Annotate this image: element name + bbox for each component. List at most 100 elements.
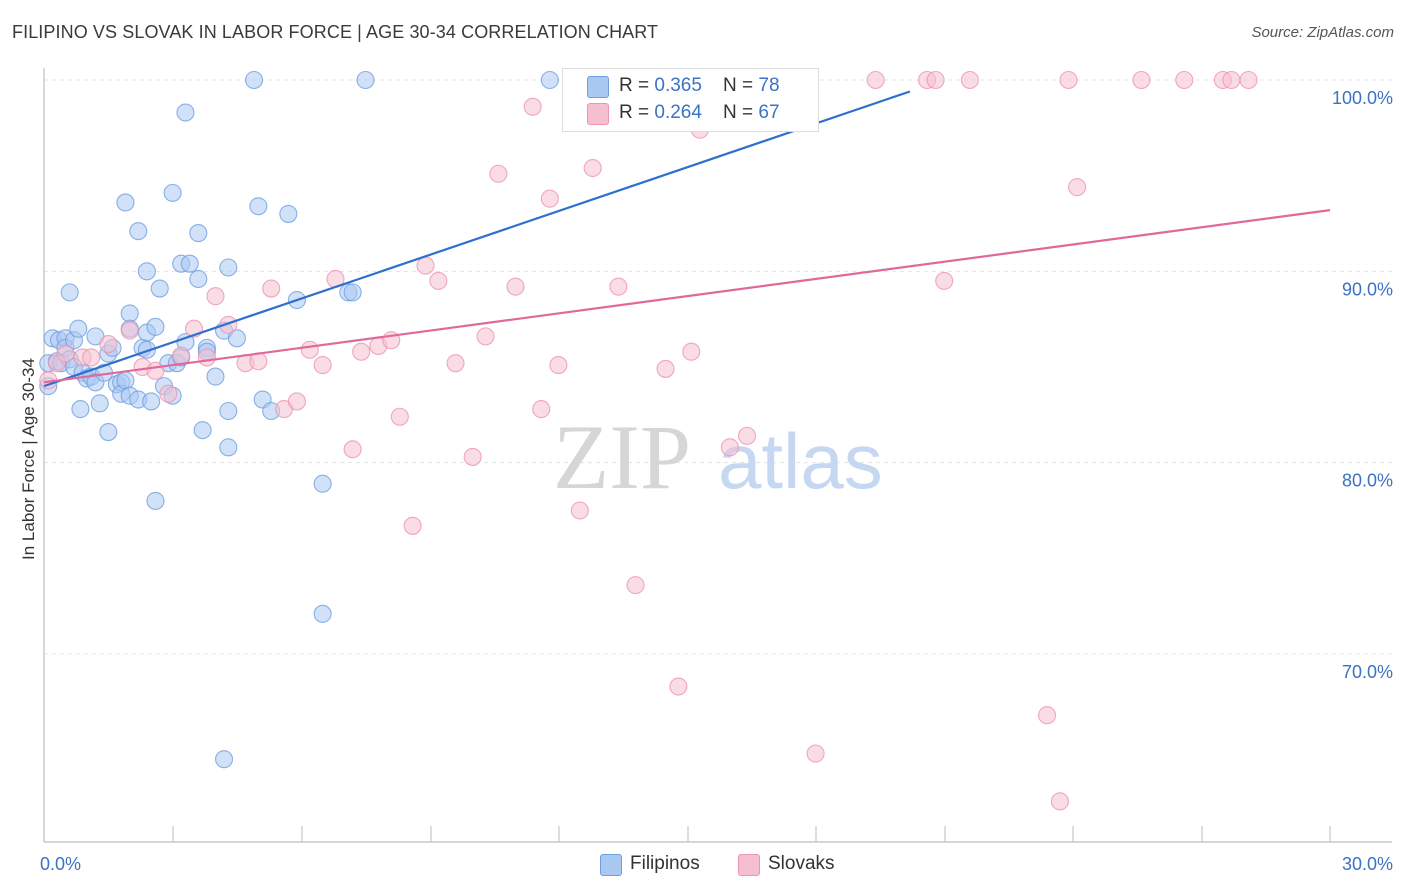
r-value-filipinos: 0.365 <box>654 75 702 96</box>
filipino-point <box>90 394 109 413</box>
filipino-point <box>146 317 165 336</box>
watermark: ZIP atlas <box>553 406 883 508</box>
slovak-point <box>1050 792 1069 811</box>
data-points <box>39 70 1258 811</box>
slovak-point <box>935 271 954 290</box>
filipino-point <box>137 262 156 281</box>
slovak-point <box>866 70 885 90</box>
filipino-point <box>137 340 156 359</box>
slovak-point <box>403 516 422 535</box>
slovak-point <box>570 501 589 520</box>
slovak-point <box>262 279 281 298</box>
slovak-point <box>446 354 465 373</box>
slovaks-legend-swatch <box>738 854 760 876</box>
slovak-point <box>287 392 306 411</box>
filipino-point <box>60 283 79 302</box>
correlation-legend: R = 0.365 N = 78 R = 0.264 N = 67 <box>562 68 819 132</box>
slovak-point <box>219 315 238 334</box>
filipino-point <box>116 371 135 390</box>
y-tick-label: 70.0% <box>1342 662 1393 682</box>
slovak-point <box>56 344 75 363</box>
y-tick-label: 100.0% <box>1332 88 1393 108</box>
slovak-point <box>99 334 118 354</box>
slovak-point <box>960 70 979 90</box>
filipino-point <box>313 604 332 623</box>
slovak-point <box>82 348 101 367</box>
slovak-point <box>197 348 216 367</box>
slovak-point <box>416 256 435 275</box>
axes <box>43 68 1392 843</box>
filipino-point <box>219 438 238 457</box>
slovak-point <box>523 97 542 116</box>
filipino-point <box>99 423 118 442</box>
filipino-point <box>71 400 90 419</box>
slovak-point <box>1222 70 1241 90</box>
slovak-point <box>206 287 225 306</box>
slovak-point <box>120 321 139 340</box>
filipino-point <box>142 392 161 411</box>
filipino-point <box>129 222 148 241</box>
filipinos-swatch <box>587 76 609 98</box>
slovak-point <box>146 361 165 380</box>
slovak-point <box>352 342 371 361</box>
r-label: R = <box>619 102 655 123</box>
filipino-point <box>176 103 195 122</box>
slovak-point <box>532 400 551 419</box>
filipinos-legend-label: Filipinos <box>630 853 700 874</box>
slovak-point <box>720 438 739 457</box>
slovak-point <box>1068 178 1087 197</box>
slovak-point <box>540 189 559 208</box>
trend-lines <box>43 90 1331 388</box>
y-tick-label: 80.0% <box>1342 471 1393 491</box>
filipino-trend-line <box>43 90 911 388</box>
slovak-point <box>313 356 332 375</box>
slovaks-swatch <box>587 103 609 125</box>
filipino-point <box>116 193 135 212</box>
filipino-point <box>189 224 208 243</box>
slovak-point <box>476 327 495 346</box>
filipino-point <box>193 421 212 440</box>
chart-title: FILIPINO VS SLOVAK IN LABOR FORCE | AGE … <box>12 22 659 42</box>
slovak-point <box>609 277 628 296</box>
filipino-point <box>244 70 264 90</box>
filipino-point <box>279 204 298 223</box>
slovak-point <box>669 677 688 696</box>
filipino-point <box>150 279 169 298</box>
filipino-point <box>219 401 238 421</box>
slovak-point <box>1038 706 1057 725</box>
n-label: N = <box>723 102 759 123</box>
filipino-point <box>313 474 332 493</box>
filipino-point <box>249 197 268 216</box>
slovak-point <box>682 342 701 361</box>
tick-labels: 100.0% 90.0% 80.0% 70.0% 0.0% 30.0% <box>40 88 1393 874</box>
x-tick-label: 0.0% <box>40 854 81 874</box>
n-value-filipinos: 78 <box>758 75 780 96</box>
n-value-slovaks: 67 <box>758 102 780 123</box>
slovak-point <box>1059 70 1078 90</box>
x-tick-label: 30.0% <box>1342 854 1393 874</box>
slovak-point <box>429 271 448 290</box>
slovak-point <box>549 356 568 375</box>
slovak-point <box>1239 70 1258 90</box>
filipino-point <box>69 319 88 338</box>
n-label: N = <box>723 75 759 96</box>
slovak-point <box>583 158 602 178</box>
filipino-point <box>540 70 559 90</box>
slovak-point <box>390 407 409 426</box>
filipino-point <box>206 367 225 386</box>
watermark-zip: ZIP <box>553 406 691 508</box>
filipino-point <box>356 70 375 90</box>
y-tick-label: 90.0% <box>1342 279 1393 299</box>
slovak-point <box>489 164 508 183</box>
filipino-point <box>219 258 238 277</box>
filipino-point <box>180 254 199 273</box>
slovak-point <box>343 440 362 459</box>
filipino-point <box>214 750 234 769</box>
slovak-point <box>626 576 645 595</box>
r-value-slovaks: 0.264 <box>654 102 702 123</box>
slovak-trend-line <box>43 209 1331 384</box>
filipino-point <box>120 304 139 323</box>
filipino-point <box>343 283 362 302</box>
source-credit: Source: ZipAtlas.com <box>1251 24 1394 41</box>
